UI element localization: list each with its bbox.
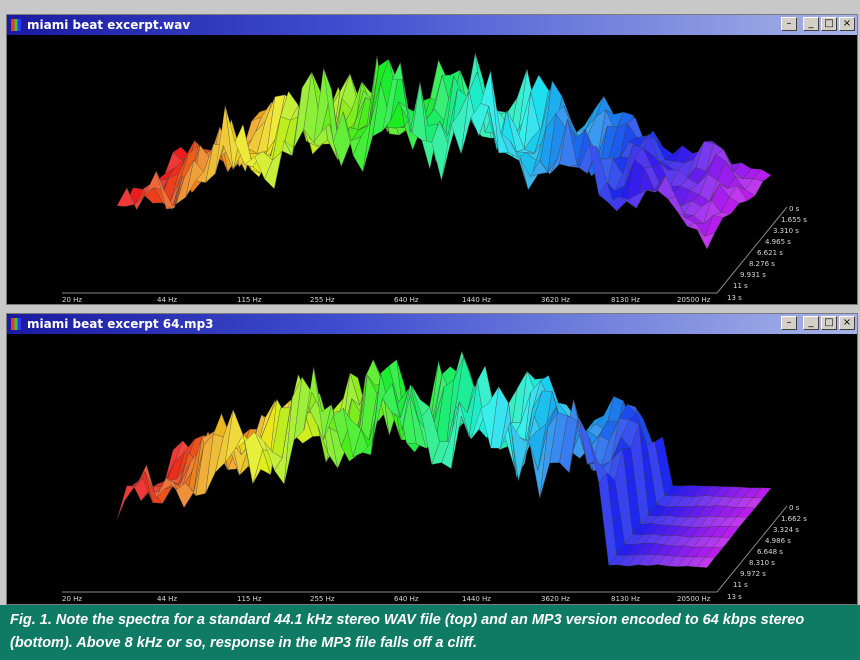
close-button[interactable]: × (839, 17, 855, 31)
minimize-extra-button[interactable]: – (781, 316, 797, 330)
title-bar[interactable]: miami beat excerpt 64.mp3 – _ □ × (7, 314, 857, 334)
frequency-axis: 20 Hz 44 Hz 115 Hz 255 Hz 640 Hz 1440 Hz… (62, 591, 717, 603)
freq-tick-label: 20500 Hz (677, 595, 711, 603)
window-title: miami beat excerpt 64.mp3 (27, 317, 214, 331)
spectrum-window-mp3[interactable]: miami beat excerpt 64.mp3 – _ □ × 20 Hz … (6, 313, 858, 605)
freq-tick-label: 8130 Hz (611, 595, 640, 603)
time-tick-label: 6.621 s (757, 249, 783, 257)
time-axis: 0 s 1.655 s 3.310 s 4.965 s 6.621 s 8.27… (716, 205, 807, 302)
minimize-button[interactable]: _ (803, 316, 819, 330)
freq-tick-label: 20 Hz (62, 296, 82, 304)
freq-tick-label: 1440 Hz (462, 296, 491, 304)
freq-tick-label: 3620 Hz (541, 595, 570, 603)
surface-facet (696, 229, 716, 250)
figure-caption: Fig. 1. Note the spectra for a standard … (0, 605, 860, 660)
freq-tick-label: 1440 Hz (462, 595, 491, 603)
minimize-button[interactable]: _ (803, 17, 819, 31)
freq-tick-label: 20 Hz (62, 595, 82, 603)
time-tick-label: 0 s (789, 504, 800, 512)
freq-tick-label: 44 Hz (157, 595, 177, 603)
time-tick-label: 4.965 s (765, 238, 791, 246)
freq-tick-label: 115 Hz (237, 595, 262, 603)
spectrum-window-wav[interactable]: miami beat excerpt.wav – _ □ × 20 Hz 44 … (6, 14, 858, 305)
time-tick-label: 11 s (733, 282, 748, 290)
time-axis: 0 s 1.662 s 3.324 s 4.986 s 6.648 s 8.31… (716, 504, 807, 601)
time-tick-label: 1.662 s (781, 515, 807, 523)
spectrum-3d-plot: 20 Hz 44 Hz 115 Hz 255 Hz 640 Hz 1440 Hz… (62, 350, 807, 603)
time-tick-label: 8.276 s (749, 260, 775, 268)
time-tick-label: 9.931 s (740, 271, 766, 279)
time-tick-label: 13 s (727, 294, 742, 302)
time-tick-label: 4.986 s (765, 537, 791, 545)
spectrum-app-icon (11, 19, 21, 31)
time-tick-label: 1.655 s (781, 216, 807, 224)
freq-tick-label: 115 Hz (237, 296, 262, 304)
freq-tick-label: 3620 Hz (541, 296, 570, 304)
minimize-extra-button[interactable]: – (781, 17, 797, 31)
spectrum-app-icon (11, 318, 21, 330)
maximize-button[interactable]: □ (821, 17, 837, 31)
spectrum-3d-plot: 20 Hz 44 Hz 115 Hz 255 Hz 640 Hz 1440 Hz… (62, 53, 807, 304)
time-tick-label: 3.324 s (773, 526, 799, 534)
spectrum-surface (116, 53, 772, 250)
freq-tick-label: 255 Hz (310, 296, 335, 304)
time-tick-label: 0 s (789, 205, 800, 213)
surface-facet (696, 556, 716, 568)
title-bar[interactable]: miami beat excerpt.wav – _ □ × (7, 15, 857, 35)
spectrum-surface (116, 350, 772, 568)
window-title: miami beat excerpt.wav (27, 18, 191, 32)
time-tick-label: 13 s (727, 593, 742, 601)
freq-tick-label: 640 Hz (394, 595, 419, 603)
close-button[interactable]: × (839, 316, 855, 330)
freq-tick-label: 8130 Hz (611, 296, 640, 304)
time-tick-label: 9.972 s (740, 570, 766, 578)
frequency-axis: 20 Hz 44 Hz 115 Hz 255 Hz 640 Hz 1440 Hz… (62, 292, 717, 304)
time-tick-label: 8.310 s (749, 559, 775, 567)
surface-facet (116, 485, 136, 520)
freq-tick-label: 255 Hz (310, 595, 335, 603)
time-tick-label: 11 s (733, 581, 748, 589)
maximize-button[interactable]: □ (821, 316, 837, 330)
freq-tick-label: 640 Hz (394, 296, 419, 304)
freq-tick-label: 20500 Hz (677, 296, 711, 304)
freq-tick-label: 44 Hz (157, 296, 177, 304)
time-tick-label: 6.648 s (757, 548, 783, 556)
time-tick-label: 3.310 s (773, 227, 799, 235)
